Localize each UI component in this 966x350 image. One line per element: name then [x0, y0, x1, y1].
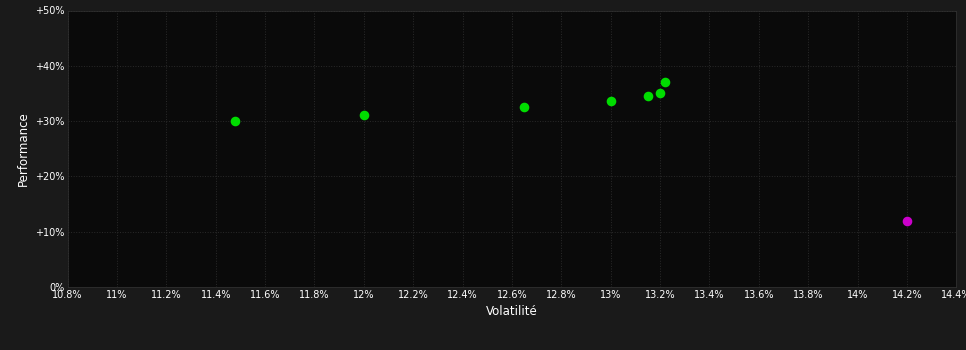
Point [228, 118, 243, 124]
Point [356, 112, 372, 118]
Point [517, 105, 532, 110]
Point [640, 93, 656, 99]
Point [603, 98, 618, 104]
X-axis label: Volatilité: Volatilité [486, 305, 538, 318]
Point [899, 218, 915, 223]
Point [657, 79, 672, 85]
Point [652, 91, 668, 96]
Y-axis label: Performance: Performance [16, 111, 30, 186]
